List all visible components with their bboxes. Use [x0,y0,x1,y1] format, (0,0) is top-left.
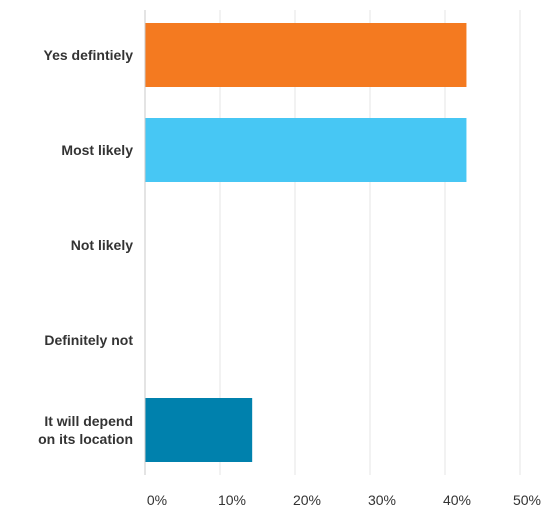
category-label-line: Most likely [61,142,133,158]
x-tick-label-0: 0% [147,492,167,508]
bar-0 [145,23,467,87]
category-label-3: Definitely not [44,332,133,348]
category-label-line: Yes defintiely [44,47,134,63]
x-tick-label-5: 50% [513,492,541,508]
category-label-0: Yes defintiely [44,47,134,63]
x-tick-label-1: 10% [218,492,246,508]
category-label-line: Not likely [71,237,133,253]
category-label-4: It will depend on its location [38,413,133,447]
category-label-line: on its location [38,431,133,447]
category-label-2: Not likely [71,237,133,253]
category-labels: Yes defintiely Most likely Not likely Defin… [38,47,133,447]
x-tick-label-4: 40% [443,492,471,508]
category-label-1: Most likely [61,142,133,158]
x-tick-labels: 0% 10% 20% 30% 40% 50% [147,492,541,508]
bar-1 [145,118,467,182]
category-label-line: It will depend [44,413,133,429]
bars [145,23,467,462]
x-tick-label-3: 30% [368,492,396,508]
category-label-line: Definitely not [44,332,133,348]
x-tick-label-2: 20% [293,492,321,508]
gridlines [219,10,521,475]
bar-4 [145,398,253,462]
